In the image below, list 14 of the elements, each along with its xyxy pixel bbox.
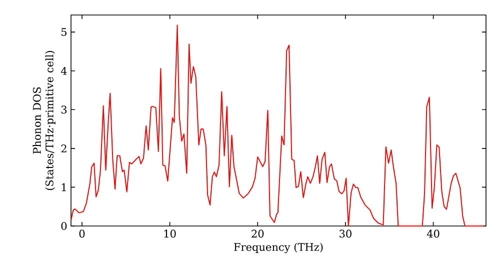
y-tick-label: 2: [61, 144, 66, 152]
x-tick-label: 0: [79, 230, 85, 238]
line-series: [70, 24, 484, 226]
y-tick-label: 5: [62, 28, 66, 36]
y-axis-title: Phonon DOS (States/THz·primitive cell): [32, 50, 56, 190]
y-tick-label: 3: [61, 106, 67, 114]
x-tick-label: 40: [426, 230, 440, 238]
x-tick-label: 30: [340, 230, 352, 238]
y-tick-label: 0: [61, 222, 67, 230]
x-axis-title: Frequency (THz): [234, 242, 323, 254]
x-tick-label: 10: [164, 230, 176, 238]
y-tick-label: 4: [60, 66, 67, 75]
x-tick-label: 20: [252, 230, 264, 238]
y-tick-label: 1: [62, 183, 66, 192]
